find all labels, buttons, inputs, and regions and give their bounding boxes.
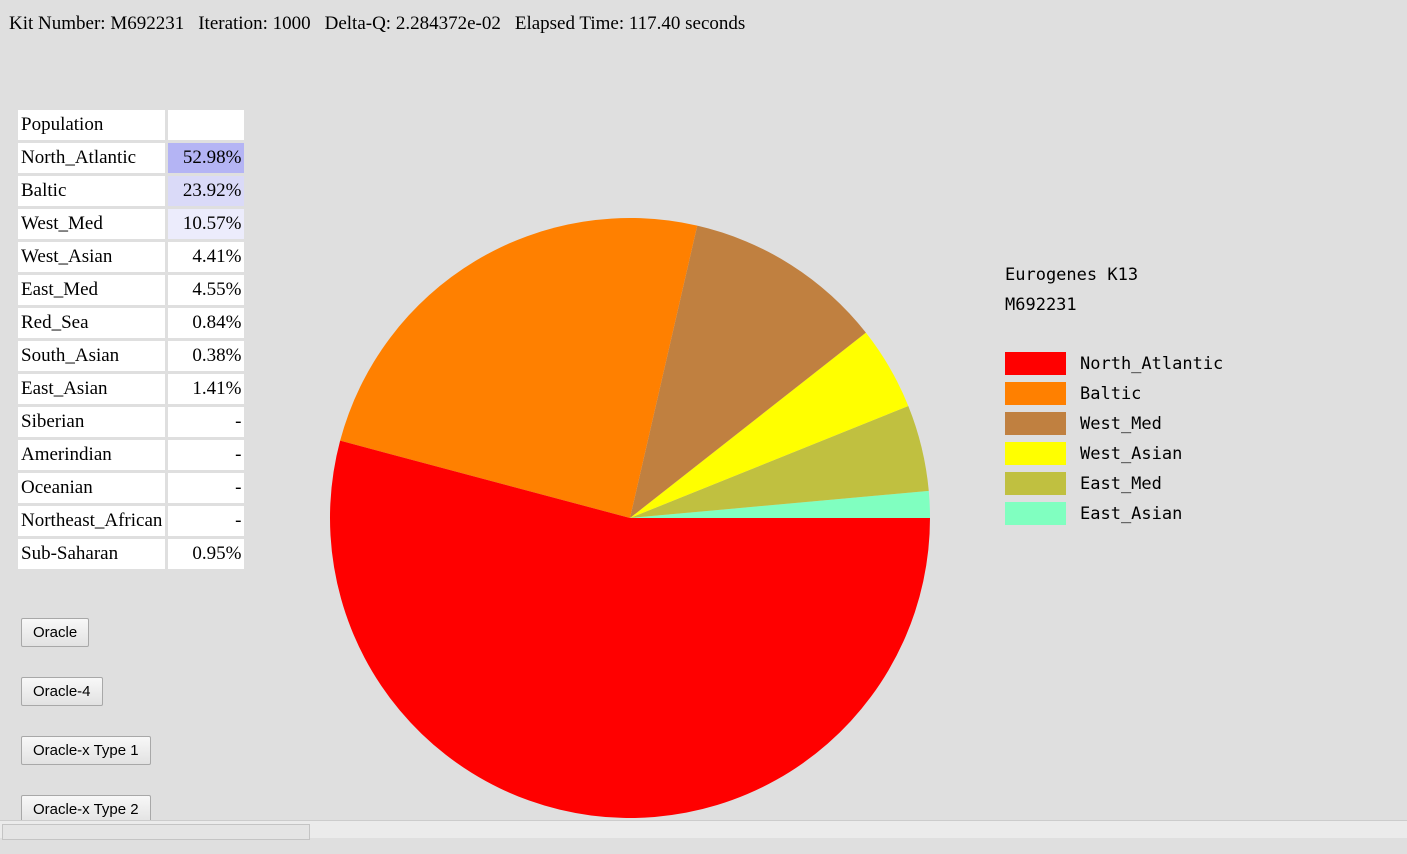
table-row: Red_Sea 0.84% [18, 308, 245, 338]
population-name: West_Med [18, 209, 166, 239]
population-value: - [168, 440, 245, 470]
pie-slice [630, 225, 866, 518]
status-item: Delta-Q: 2.284372e-02 [324, 13, 501, 34]
legend-label: North_Atlantic [1080, 354, 1223, 374]
table-row: West_Asian 4.41% [18, 242, 245, 272]
population-value: 0.84% [168, 308, 245, 338]
population-value: 4.41% [168, 242, 245, 272]
population-value: - [168, 407, 245, 437]
status-item: Elapsed Time: 117.40 seconds [514, 13, 746, 34]
table-row: East_Asian 1.41% [18, 374, 245, 404]
chart-subtitle: M692231 [1005, 295, 1077, 315]
population-value: 52.98% [168, 143, 245, 173]
population-value: 23.92% [168, 176, 245, 206]
population-value: - [168, 473, 245, 503]
population-table: Population North_Atlantic 52.98% Baltic 23.9… [15, 107, 247, 572]
population-name: North_Atlantic [18, 143, 166, 173]
population-value: 0.95% [168, 539, 245, 569]
population-value: 10.57% [168, 209, 245, 239]
table-row: Baltic 23.92% [18, 176, 245, 206]
population-name: Baltic [18, 176, 166, 206]
population-value: - [168, 506, 245, 536]
status-item: Iteration: 1000 [198, 13, 311, 34]
population-name: South_Asian [18, 341, 166, 371]
table-row: Siberian - [18, 407, 245, 437]
chart-title: Eurogenes K13 [1005, 265, 1138, 285]
table-row: Northeast_African - [18, 506, 245, 536]
legend-label: West_Med [1080, 414, 1162, 434]
population-name: Siberian [18, 407, 166, 437]
legend-swatch [1005, 472, 1066, 495]
population-name: East_Med [18, 275, 166, 305]
oracle-button[interactable]: Oracle-4 [21, 677, 103, 706]
table-row: South_Asian 0.38% [18, 341, 245, 371]
table-row: North_Atlantic 52.98% [18, 143, 245, 173]
pie-slice [330, 440, 930, 818]
pie-slice [340, 218, 698, 518]
legend-swatch [1005, 352, 1066, 375]
oracle-button[interactable]: Oracle-x Type 1 [21, 736, 151, 765]
population-value: 0.38% [168, 341, 245, 371]
legend-swatch [1005, 382, 1066, 405]
population-value: 4.55% [168, 275, 245, 305]
population-name: West_Asian [18, 242, 166, 272]
legend-label: West_Asian [1080, 444, 1182, 464]
pie-slice [630, 405, 929, 518]
status-line: Kit Number: M692231 Iteration: 1000 Delta-… [9, 13, 759, 35]
table-row: West_Med 10.57% [18, 209, 245, 239]
button-list: Oracle Oracle-4 Oracle-x Type 1 Oracle-x Ty… [21, 618, 151, 854]
population-name: Northeast_African [18, 506, 166, 536]
table-row: Amerindian - [18, 440, 245, 470]
oracle-button[interactable]: Oracle [21, 618, 90, 647]
population-name: Sub-Saharan [18, 539, 166, 569]
legend-label: East_Med [1080, 474, 1162, 494]
status-item: Kit Number: M692231 [9, 13, 185, 34]
population-value [168, 110, 245, 140]
oracle-button[interactable]: Oracle-x Type 2 [21, 795, 151, 824]
scroll-thumb[interactable] [2, 824, 310, 840]
table-row: Population [18, 110, 245, 140]
population-name: East_Asian [18, 374, 166, 404]
scrollbar[interactable] [0, 820, 1407, 840]
pie-slice [630, 490, 930, 518]
legend-swatch [1005, 502, 1066, 525]
population-name: Red_Sea [18, 308, 166, 338]
legend-swatch [1005, 442, 1066, 465]
pie-chart: Eurogenes K13 M692231 North_Atlantic Balt… [330, 218, 1223, 818]
pie-slice [630, 332, 909, 518]
population-name: Population [18, 110, 166, 140]
legend-swatch [1005, 412, 1066, 435]
legend-label: East_Asian [1080, 504, 1182, 524]
population-value: 1.41% [168, 374, 245, 404]
population-name: Oceanian [18, 473, 166, 503]
population-name: Amerindian [18, 440, 166, 470]
table-row: Oceanian - [18, 473, 245, 503]
table-row: Sub-Saharan 0.95% [18, 539, 245, 569]
table-row: East_Med 4.55% [18, 275, 245, 305]
legend-label: Baltic [1080, 384, 1141, 404]
